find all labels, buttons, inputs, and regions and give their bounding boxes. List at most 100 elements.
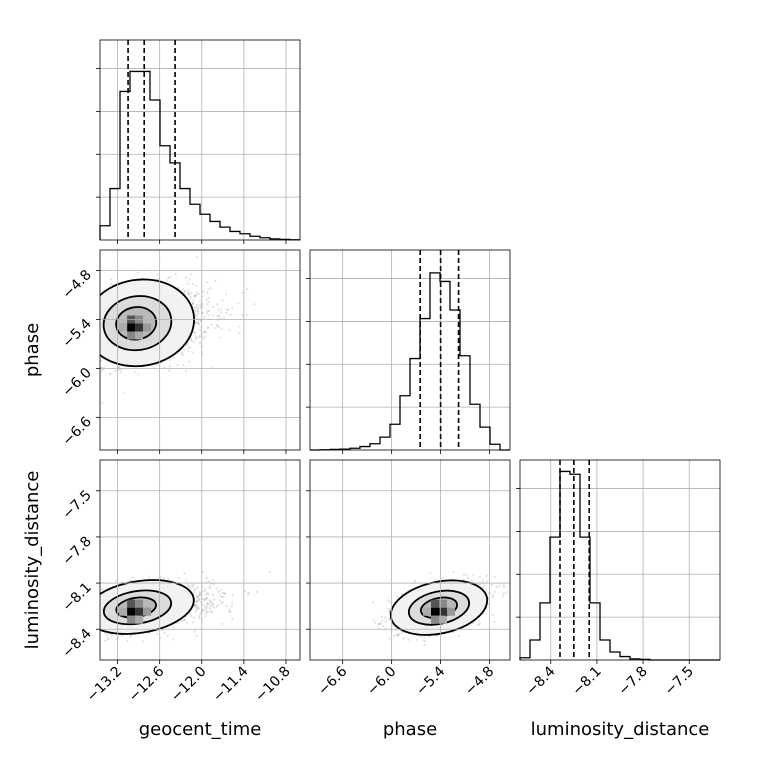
scatter-point — [67, 614, 69, 616]
scatter-point — [205, 312, 208, 315]
scatter-point — [97, 372, 99, 374]
scatter-point — [193, 294, 196, 297]
y-tick-label: −8.4 — [59, 626, 94, 661]
scatter-point — [198, 334, 201, 337]
scatter-point — [97, 606, 99, 608]
scatter-point — [126, 639, 129, 643]
scatter-point — [97, 331, 99, 333]
scatter-point — [85, 625, 87, 627]
scatter-point — [225, 311, 228, 314]
scatter-point — [79, 623, 81, 625]
scatter-point — [221, 591, 225, 595]
scatter-point — [92, 313, 94, 315]
scatter-point — [98, 609, 100, 611]
scatter-point — [197, 293, 200, 296]
scatter-point — [209, 610, 212, 613]
scatter-point — [86, 603, 88, 605]
scatter-point — [213, 598, 216, 601]
scatter-point — [97, 607, 99, 609]
scatter-point — [216, 325, 219, 328]
scatter-point — [197, 322, 200, 325]
scatter-point — [78, 607, 80, 609]
scatter-point — [147, 575, 151, 578]
scatter-point — [221, 601, 224, 604]
scatter-point — [216, 303, 219, 306]
scatter-point — [96, 308, 98, 310]
scatter-point — [97, 328, 99, 330]
scatter-phase-luminosity_distance — [372, 571, 508, 647]
scatter-point — [182, 288, 185, 291]
scatter-point — [211, 365, 214, 368]
scatter-point — [192, 299, 195, 302]
scatter-point — [86, 617, 88, 619]
scatter-point — [402, 637, 405, 640]
scatter-point — [92, 355, 94, 357]
scatter-point — [100, 359, 102, 362]
scatter-point — [231, 602, 234, 605]
scatter-point — [97, 607, 99, 609]
scatter-point — [96, 632, 98, 634]
scatter-point — [156, 363, 159, 366]
histogram-geocent_time — [99, 70, 300, 241]
scatter-point — [196, 599, 199, 603]
scatter-point — [237, 302, 240, 305]
scatter-point — [94, 319, 96, 321]
scatter-point — [195, 610, 198, 613]
scatter-point — [189, 346, 192, 349]
y-tick-label: −6.6 — [59, 414, 94, 449]
scatter-point — [95, 351, 97, 353]
scatter-point — [209, 604, 213, 607]
scatter-point — [203, 315, 206, 318]
scatter-point — [194, 306, 197, 309]
scatter-point — [93, 606, 95, 608]
scatter-point — [476, 623, 479, 626]
scatter-point — [208, 585, 211, 588]
scatter-point — [88, 599, 90, 601]
scatter-point — [101, 588, 104, 591]
scatter-point — [97, 320, 99, 322]
scatter-point — [92, 617, 94, 619]
scatter-point — [168, 275, 171, 279]
scatter-point — [85, 339, 87, 341]
panel-frame — [99, 459, 301, 661]
scatter-point — [173, 356, 176, 359]
scatter-point — [91, 613, 93, 615]
panel-phase-hist — [309, 249, 511, 451]
scatter-point — [109, 372, 112, 375]
x-tick-label: −8.4 — [523, 663, 558, 698]
scatter-point — [91, 600, 93, 602]
scatter-point — [94, 303, 96, 305]
scatter-point — [228, 610, 231, 613]
scatter-point — [204, 593, 208, 596]
scatter-point — [212, 606, 216, 609]
scatter-point — [172, 626, 175, 629]
scatter-point — [90, 610, 92, 612]
scatter-point — [163, 577, 166, 581]
scatter-point — [88, 615, 90, 617]
scatter-point — [196, 291, 199, 294]
scatter-point — [216, 315, 219, 318]
scatter-point — [214, 279, 217, 282]
scatter-point — [187, 291, 190, 294]
scatter-point — [192, 583, 195, 586]
scatter-point — [97, 614, 99, 616]
scatter-point — [93, 350, 95, 352]
scatter-point — [195, 600, 198, 604]
scatter-point — [204, 335, 207, 338]
panel-frame — [99, 249, 301, 451]
scatter-point — [208, 607, 211, 610]
scatter-point — [231, 307, 234, 310]
scatter-point — [95, 322, 97, 324]
scatter-point — [193, 331, 196, 334]
scatter-point — [185, 276, 188, 279]
scatter-point — [94, 625, 96, 627]
scatter-point — [98, 325, 100, 327]
scatter-point — [114, 370, 117, 373]
scatter-point — [211, 305, 215, 308]
scatter-point — [95, 598, 97, 600]
scatter-point — [101, 401, 104, 404]
scatter-point — [94, 330, 96, 332]
scatter-point — [194, 294, 197, 297]
scatter-point — [76, 625, 78, 627]
scatter-point — [204, 331, 208, 334]
